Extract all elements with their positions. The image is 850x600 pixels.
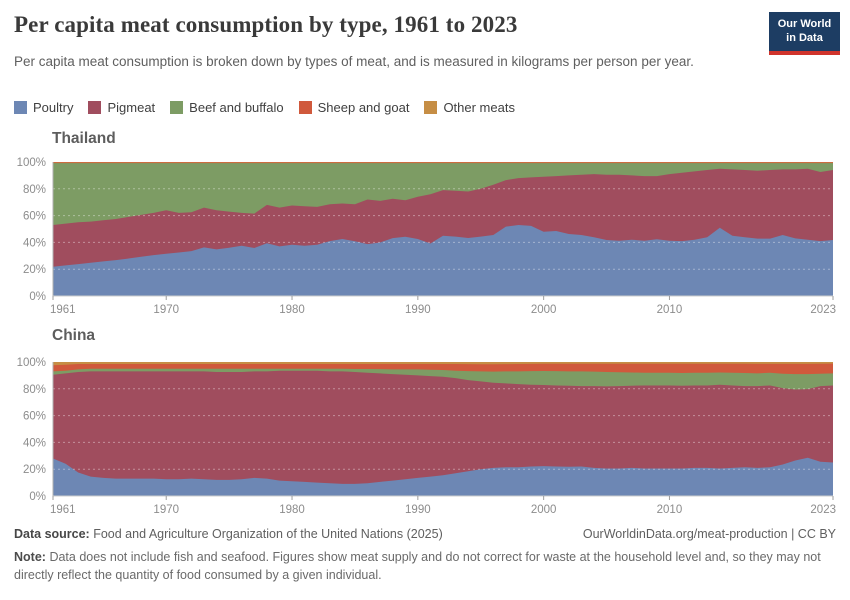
svg-text:60%: 60% xyxy=(23,211,46,223)
legend-label-beef: Beef and buffalo xyxy=(189,100,284,115)
legend-label-poultry: Poultry xyxy=(33,100,74,115)
svg-text:80%: 80% xyxy=(23,384,46,396)
svg-text:0%: 0% xyxy=(29,491,46,503)
svg-text:1970: 1970 xyxy=(153,304,179,316)
legend-swatch-other xyxy=(424,101,438,114)
legend-item-pigmeat[interactable]: Pigmeat xyxy=(88,100,155,115)
svg-text:1961: 1961 xyxy=(50,504,76,516)
data-source-text: Food and Agriculture Organization of the… xyxy=(93,527,443,541)
svg-text:1961: 1961 xyxy=(50,304,76,316)
legend-item-sheep[interactable]: Sheep and goat xyxy=(298,100,410,115)
legend-swatch-sheep xyxy=(298,101,312,114)
footnote-label: Note: xyxy=(14,550,46,564)
legend-item-poultry[interactable]: Poultry xyxy=(14,100,73,115)
svg-text:1980: 1980 xyxy=(279,504,305,516)
svg-text:1970: 1970 xyxy=(153,504,179,516)
legend-label-sheep: Sheep and goat xyxy=(317,100,410,115)
svg-text:20%: 20% xyxy=(23,264,46,276)
chart-title-china: China xyxy=(52,327,96,344)
page-subtitle: Per capita meat consumption is broken do… xyxy=(14,54,694,69)
chart-legend: Poultry Pigmeat Beef and buffalo Sheep a… xyxy=(14,100,515,115)
svg-text:2023: 2023 xyxy=(810,304,836,316)
thailand-stacked-area-chart[interactable]: 0% 20% 40% 60% 80% 100% 1961 1970 1980 1990 2000 20… xyxy=(0,155,850,323)
legend-label-pigmeat: Pigmeat xyxy=(107,100,156,115)
svg-text:60%: 60% xyxy=(23,411,46,423)
svg-text:1990: 1990 xyxy=(405,304,431,316)
data-source: Data source: Food and Agriculture Organi… xyxy=(14,527,443,541)
owid-logo-line2: in Data xyxy=(786,31,823,44)
chart-title-thailand: Thailand xyxy=(52,130,116,147)
svg-text:2023: 2023 xyxy=(810,504,836,516)
owid-logo-line1: Our World xyxy=(777,18,832,30)
footnote-text: Data does not include fish and seafood. … xyxy=(14,550,821,582)
svg-text:40%: 40% xyxy=(23,437,46,449)
svg-text:0%: 0% xyxy=(29,291,46,303)
svg-text:2000: 2000 xyxy=(531,304,557,316)
owid-logo[interactable]: Our World in Data xyxy=(769,12,840,55)
svg-text:100%: 100% xyxy=(17,357,46,369)
owid-link[interactable]: OurWorldinData.org/meat-production | CC … xyxy=(582,527,836,541)
svg-text:2000: 2000 xyxy=(531,504,557,516)
china-stacked-area-chart[interactable]: 0% 20% 40% 60% 80% 100% 1961 1970 1980 1990 2000 20… xyxy=(0,355,850,523)
legend-swatch-beef xyxy=(170,101,184,114)
svg-text:80%: 80% xyxy=(23,184,46,196)
legend-item-beef[interactable]: Beef and buffalo xyxy=(170,100,284,115)
footnote: Note: Data does not include fish and sea… xyxy=(14,549,834,584)
svg-text:2010: 2010 xyxy=(657,304,683,316)
legend-label-other: Other meats xyxy=(443,100,515,115)
legend-swatch-pigmeat xyxy=(88,101,102,114)
page-title: Per capita meat consumption by type, 196… xyxy=(14,12,518,37)
legend-item-other[interactable]: Other meats xyxy=(424,100,515,115)
svg-text:2010: 2010 xyxy=(657,504,683,516)
legend-swatch-poultry xyxy=(14,101,27,114)
svg-text:40%: 40% xyxy=(23,237,46,249)
svg-text:1980: 1980 xyxy=(279,304,305,316)
data-source-label: Data source: xyxy=(14,527,90,541)
svg-text:1990: 1990 xyxy=(405,504,431,516)
svg-text:20%: 20% xyxy=(23,464,46,476)
svg-text:100%: 100% xyxy=(17,157,46,169)
